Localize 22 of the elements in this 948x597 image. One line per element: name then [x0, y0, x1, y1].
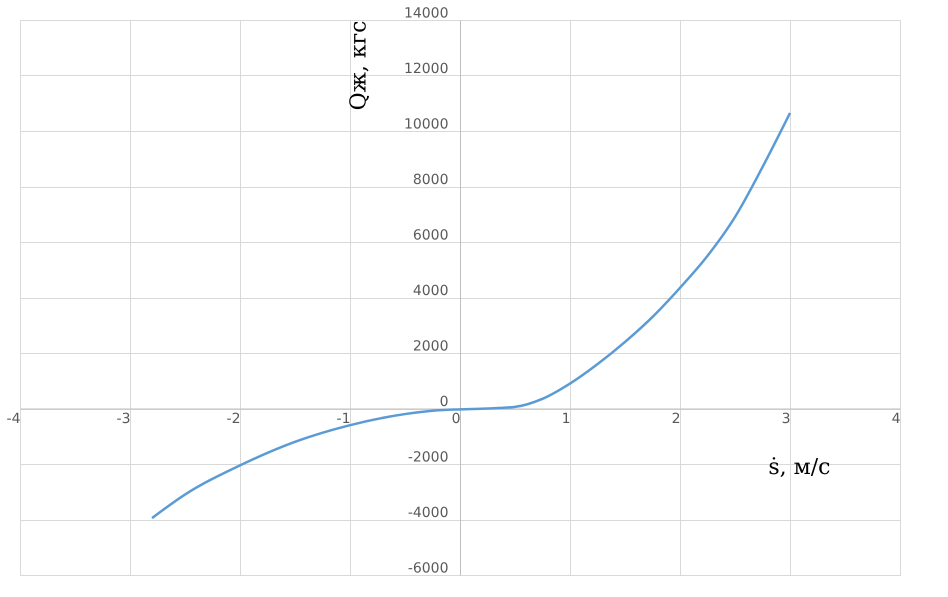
y-tick-label: -6000: [408, 560, 448, 576]
x-tick-label: -3: [116, 411, 130, 427]
x-tick-label: 2: [672, 411, 680, 427]
y-tick-label: 6000: [412, 228, 448, 244]
x-tick-label: -2: [226, 411, 240, 427]
y-tick-label: 12000: [404, 61, 448, 77]
y-tick-label: 4000: [412, 283, 448, 299]
y-tick-label: -2000: [408, 450, 448, 466]
x-tick-label: 1: [562, 411, 570, 427]
y-tick-label: 14000: [404, 6, 448, 22]
x-tick-label: 3: [782, 411, 790, 427]
x-tick-label: -1: [336, 411, 350, 427]
x-tick-label: 0: [452, 411, 460, 427]
y-tick-label: 10000: [404, 116, 448, 132]
y-tick-label: 0: [440, 394, 448, 410]
y-axis-title: Qж, кгс: [346, 20, 372, 110]
y-tick-label: 8000: [412, 172, 448, 188]
x-tick-label: -4: [6, 411, 21, 427]
x-axis-title: ṡ, м/с: [768, 455, 830, 480]
y-tick-label: -4000: [408, 505, 448, 521]
y-tick-label: 2000: [412, 338, 448, 354]
x-tick-label: 4: [892, 411, 901, 427]
